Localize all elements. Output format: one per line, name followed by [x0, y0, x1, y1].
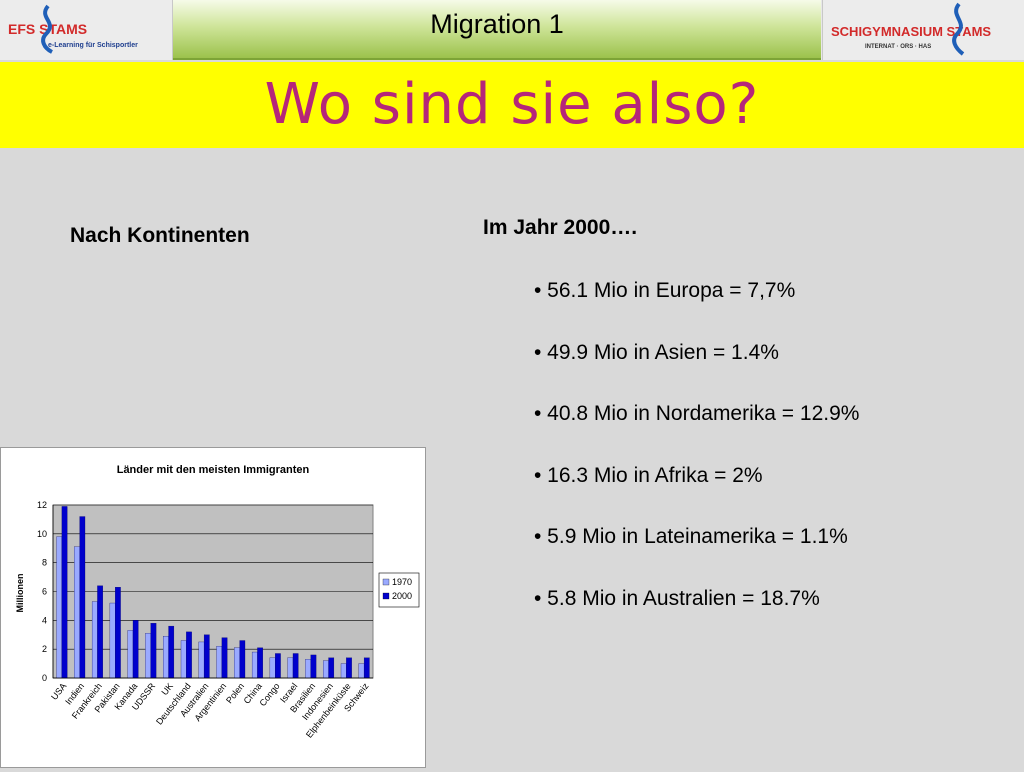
logo-right-tagline: INTERNAT · ORS · HAS	[865, 44, 931, 50]
continents-subheading: Nach Kontinenten	[70, 224, 250, 247]
bar-2000	[61, 506, 68, 679]
bar-2000	[346, 657, 352, 679]
y-tick-label: 10	[37, 529, 47, 539]
bullet-item: • 16.3 Mio in Afrika = 2%	[534, 463, 763, 487]
top-bar: EFS STAMS e-Learning für Schisportler Mi…	[0, 0, 1024, 60]
legend-swatch	[382, 578, 390, 586]
bar-1970	[74, 546, 80, 679]
schigymnasium-stams-logo: SCHIGYMNASIUM STAMS INTERNAT · ORS · HAS	[822, 0, 1024, 60]
logo-right-main: SCHIGYMNASIUM STAMS	[831, 24, 991, 39]
bar-2000	[328, 657, 335, 679]
bar-1970	[91, 601, 98, 679]
bar-2000	[221, 637, 228, 679]
bar-1970	[198, 641, 205, 679]
bullet-item: • 49.9 Mio in Asien = 1.4%	[534, 340, 779, 364]
chart-svg: Länder mit den meisten Immigranten Milli…	[15, 464, 420, 740]
bar-2000	[115, 587, 121, 679]
legend-label: 2000	[392, 591, 412, 601]
bullet-item: • 5.9 Mio in Lateinamerika = 1.1%	[534, 525, 848, 548]
x-tick-label: UK	[159, 681, 175, 697]
slide-title: Migration 1	[430, 9, 564, 39]
y-tick-label: 0	[42, 673, 47, 683]
y-tick-label: 12	[37, 500, 47, 510]
bar-1970	[163, 636, 169, 679]
year-subheading: Im Jahr 2000….	[483, 216, 638, 239]
bar-2000	[97, 585, 103, 679]
bar-2000	[186, 631, 192, 679]
bar-1970	[234, 647, 240, 679]
slide-title-strip: Migration 1	[173, 0, 821, 60]
legend	[378, 572, 420, 608]
y-tick-label: 2	[42, 644, 47, 654]
bar-2000	[168, 625, 175, 679]
bullet-list: • 56.1 Mio in Europa = 7,7% • 49.9 Mio i…	[534, 278, 859, 647]
logo-left-tagline: e-Learning für Schisportler	[48, 42, 138, 49]
efs-stams-logo: EFS STAMS e-Learning für Schisportler	[0, 0, 173, 60]
bullet-item: • 40.8 Mio in Nordamerika = 12.9%	[534, 402, 860, 425]
bullet-item: • 5.8 Mio in Australien = 18.7%	[534, 586, 820, 610]
bar-2000	[150, 623, 157, 679]
chart-y-axis-label: Millionen	[15, 574, 25, 613]
headline: Wo sind sie also?	[264, 72, 760, 137]
bar-1970	[287, 657, 294, 679]
bar-1970	[56, 536, 63, 679]
legend-swatch	[382, 592, 390, 600]
bar-2000	[292, 653, 299, 679]
chart-title: Länder mit den meisten Immigranten	[117, 464, 310, 476]
bar-1970	[269, 657, 276, 679]
bar-1970	[145, 633, 151, 679]
y-tick-label: 6	[42, 587, 47, 597]
y-tick-label: 8	[42, 558, 47, 568]
bar-1970	[251, 651, 258, 679]
bar-2000	[275, 653, 281, 679]
bar-2000	[203, 634, 210, 679]
bar-1970	[180, 640, 187, 679]
bar-2000	[257, 647, 263, 679]
y-tick-label: 4	[42, 615, 47, 625]
bar-1970	[340, 663, 347, 679]
immigrants-chart: Länder mit den meisten Immigranten Milli…	[0, 447, 426, 768]
bar-2000	[239, 640, 246, 679]
bar-2000	[363, 657, 370, 679]
bar-2000	[132, 620, 139, 679]
bar-2000	[310, 654, 317, 679]
headline-band: Wo sind sie also?	[0, 62, 1024, 148]
bar-1970	[127, 630, 134, 679]
legend-label: 1970	[392, 577, 412, 587]
bullet-item: • 56.1 Mio in Europa = 7,7%	[534, 279, 796, 302]
bar-1970	[323, 660, 329, 679]
bar-2000	[79, 516, 86, 679]
bar-1970	[109, 602, 116, 679]
bar-1970	[305, 659, 311, 679]
bar-1970	[216, 646, 223, 679]
bar-1970	[358, 663, 365, 679]
